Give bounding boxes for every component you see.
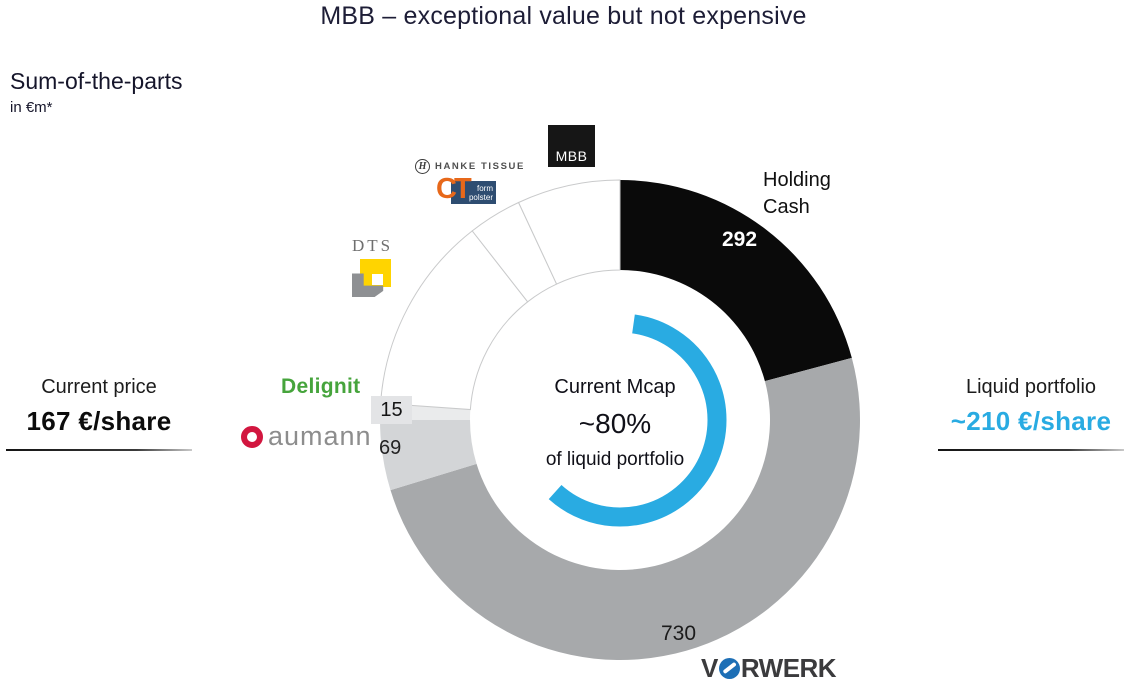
delignit-value: 15 bbox=[371, 396, 412, 424]
donut-segment-holding-cash bbox=[620, 180, 852, 382]
holding-cash-label: Holding Cash bbox=[763, 169, 831, 218]
divider-line bbox=[938, 449, 1124, 451]
page-title: MBB – exceptional value but not expensiv… bbox=[320, 2, 807, 30]
dts-logo-icon bbox=[352, 259, 391, 297]
dts-white-notch bbox=[372, 274, 383, 285]
current-price-stat: Current price 167 €/share bbox=[6, 376, 192, 451]
aumann-ring-icon bbox=[241, 425, 263, 448]
of-liquid-portfolio-label: of liquid portfolio bbox=[545, 449, 685, 470]
mbb-logo-text: MBB bbox=[555, 148, 588, 164]
vorwerk-v: V bbox=[701, 653, 718, 683]
dts-logo: DTS bbox=[352, 236, 394, 297]
unit-label: in €m* bbox=[10, 99, 53, 116]
ct-monogram-icon: CT bbox=[436, 173, 472, 205]
holding-cash-value: 292 bbox=[722, 228, 758, 251]
divider-line bbox=[6, 449, 192, 451]
current-price-label: Current price bbox=[41, 376, 157, 398]
donut-segment-hanke-tissue bbox=[517, 179, 621, 285]
ct-formpolster-logo: form polster CT bbox=[436, 173, 528, 209]
donut-segment-aumann bbox=[380, 420, 477, 491]
vorwerk-swoosh bbox=[722, 661, 737, 674]
mbb-logo: MBB bbox=[548, 125, 595, 167]
donut-segment-vorwerk bbox=[390, 357, 861, 661]
liquid-portfolio-value: ~210 €/share bbox=[950, 406, 1112, 436]
aumann-value: 69 bbox=[379, 437, 402, 459]
aumann-logo: aumann bbox=[241, 421, 372, 452]
vorwerk-logo: V RWERK bbox=[701, 653, 837, 684]
sum-of-the-parts-label: Sum-of-the-parts bbox=[10, 68, 183, 94]
dts-logo-text: DTS bbox=[352, 236, 394, 255]
current-mcap-label: Current Mcap bbox=[554, 376, 676, 398]
mcap-percent-value: ~80% bbox=[578, 408, 652, 439]
liquid-portfolio-label: Liquid portfolio bbox=[965, 376, 1097, 398]
vorwerk-value: 730 bbox=[661, 622, 697, 645]
vorwerk-globe-icon bbox=[718, 658, 740, 679]
aumann-logo-text: aumann bbox=[268, 421, 372, 451]
formpolster-box: form polster bbox=[451, 181, 496, 204]
donut-center-text: Current Mcap ~80% of liquid portfolio bbox=[498, 376, 732, 471]
current-price-value: 167 €/share bbox=[26, 406, 172, 436]
mcap-gauge-arc bbox=[548, 314, 727, 527]
vorwerk-rest: RWERK bbox=[740, 653, 837, 683]
delignit-logo: Delignit bbox=[281, 375, 361, 398]
liquid-portfolio-stat: Liquid portfolio ~210 €/share bbox=[938, 376, 1124, 451]
hanke-logo-text: HANKE TISSUE bbox=[435, 161, 525, 172]
hanke-tissue-logo: H HANKE TISSUE bbox=[415, 159, 525, 174]
chart-subtitle: Sum-of-the-parts in €m* bbox=[10, 68, 183, 116]
hanke-h-icon: H bbox=[415, 159, 430, 174]
